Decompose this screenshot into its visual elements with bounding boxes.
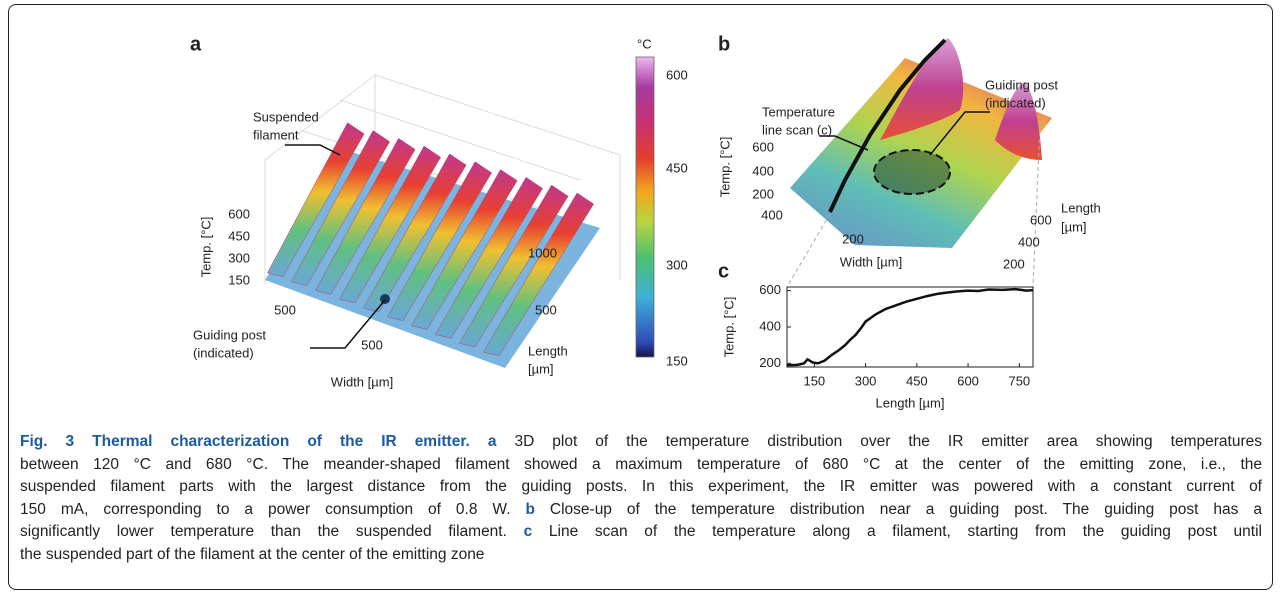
caption-text: Close-up of the temperature distribution… [534,500,1262,518]
caption-bold: Fig. 3 Thermal characterization of the I… [20,433,470,450]
tick-label: 400 [1018,234,1040,249]
caption-bold: a [487,433,497,450]
y-tick-label: 400 [759,318,781,333]
tick-label: 200 [842,231,864,246]
axis-label: Length [µm] [876,395,945,410]
axis-label: Length [1061,200,1101,215]
annotation: Guiding post [985,77,1058,92]
figure: a Suspended filament Guiding post (indic… [190,33,1101,410]
caption-line: the suspended part of the filament at th… [20,544,1262,567]
ridge-b [880,38,964,140]
tick-label: 1000 [528,245,557,260]
axis-label: [µm] [528,361,554,376]
caption-line: significantly lower temperature than the… [20,521,1262,544]
y-tick-label: 600 [759,282,781,297]
tick-label: 600 [1030,212,1052,227]
ridge-b [995,82,1042,160]
tick-label: 300 [228,250,250,265]
y-tick-label: 200 [759,355,781,370]
annotation: (indicated) [193,345,254,360]
filament-ridge [291,130,390,286]
filament-ridge [459,184,569,348]
axis-label: Length [528,343,568,358]
caption-line: suspended filament parts with the larges… [20,476,1262,499]
panel-label: c [718,260,729,282]
axis-label: Width [µm] [840,254,902,269]
filament-ridge [339,145,441,304]
caption-line: between 120 °C and 680 °C. The meander-s… [20,454,1262,477]
colorbar-unit: °C [637,36,652,51]
annotation: Guiding post [193,327,266,342]
caption-bold: c [523,523,533,541]
guiding-post-area [873,149,951,195]
colorbar [635,56,655,358]
caption-text: the suspended part of the filament at th… [20,545,485,563]
annotation-line [310,299,386,349]
x-tick-label: 450 [906,373,928,388]
guiding-post-marker [380,294,390,304]
panel-label: a [190,33,202,55]
plot-frame [786,286,1034,368]
caption-text: significantly lower temperature than the… [20,523,524,541]
annotation: Temperature [762,104,835,119]
x-tick-label: 300 [855,373,877,388]
tick-label: 600 [752,139,774,154]
filament-ridges [267,122,594,357]
caption: Fig. 3 Thermal characterization of the I… [20,431,1262,567]
annotation: Suspended [253,109,319,124]
tick-label: 600 [228,206,250,221]
panel-label: b [718,33,730,55]
filament-ridge [411,169,518,330]
annotation: filament [253,127,299,142]
filament-ridge [387,161,492,321]
annotation: line scan (c) [762,122,832,137]
tick-label: 150 [228,272,250,287]
annotation-line [820,135,869,151]
caption-text [470,433,488,450]
axis-label: Temp. [°C] [717,137,732,198]
axis-label: Width [µm] [331,374,393,389]
colorbar-tick-label: 300 [666,257,688,272]
filament-ridge [363,153,467,313]
tick-label: 400 [752,163,774,178]
caption-text: 150 mA, corresponding to a power consump… [20,500,526,518]
filament-ridge [435,177,543,339]
zoom-guide [786,213,831,288]
line [786,287,1034,367]
x-tick-label: 150 [803,373,825,388]
annotation-line [929,111,990,156]
axis-label: Temp. [°C] [721,297,736,358]
annotation-line [285,144,341,156]
scan-line [828,38,947,213]
caption-bold: b [525,500,535,518]
caption-text: suspended filament parts with the larges… [20,478,1262,496]
x-tick-label: 600 [957,373,979,388]
axis-label: Temp. [°C] [198,217,213,278]
tick-label: 500 [361,337,383,352]
caption-text: between 120 °C and 680 °C. The meander-s… [20,455,1262,473]
caption-text: Line scan of the temperature along a fil… [532,523,1262,541]
caption-line: 150 mA, corresponding to a power consump… [20,499,1262,522]
caption-line: Fig. 3 Thermal characterization of the I… [20,431,1262,454]
tick-label: 500 [274,302,296,317]
axis-label: [µm] [1061,219,1087,234]
filament-ridge [483,192,594,357]
caption-text: 3D plot of the temperature distribution … [496,433,1262,450]
tick-label: 200 [752,186,774,201]
figure-frame [8,4,1273,590]
tick-label: 400 [761,207,783,222]
tick-label: 500 [535,302,557,317]
tick-label: 450 [228,228,250,243]
zoom-guide [1032,124,1041,288]
tick-label: 200 [1003,256,1025,271]
filament-ridge [267,122,365,277]
annotation: (indicated) [985,95,1046,110]
x-tick-label: 750 [1008,373,1030,388]
colorbar-tick-label: 600 [666,67,688,82]
colorbar-tick-label: 150 [666,353,688,368]
filament-ridge [315,138,416,295]
colorbar-tick-label: 450 [666,160,688,175]
